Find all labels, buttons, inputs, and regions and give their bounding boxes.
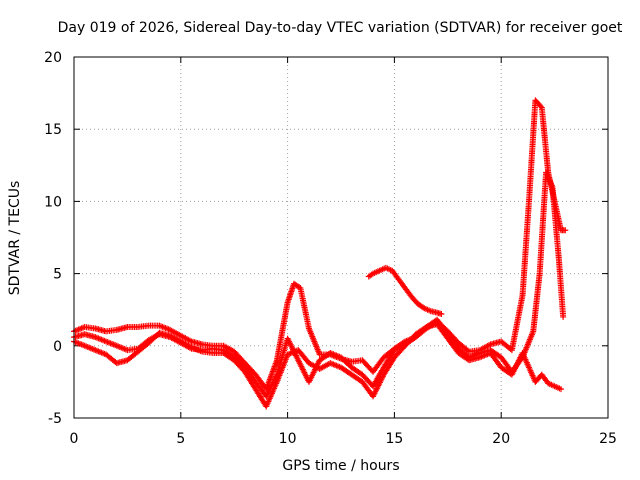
x-axis-label: GPS time / hours (282, 458, 399, 474)
data-point (537, 103, 544, 110)
data-point (422, 324, 429, 331)
tick-labels: 0 5 10 15 20 25 -5 0 5 10 15 20 (44, 50, 617, 447)
data-marks (71, 97, 569, 410)
data-point (562, 227, 569, 234)
x-tick-label: 25 (599, 431, 617, 447)
y-tick-label: 15 (44, 122, 62, 138)
chart-title: Day 019 of 2026, Sidereal Day-to-day VTE… (58, 20, 623, 36)
y-tick-label: 20 (44, 50, 62, 66)
x-tick-label: 15 (385, 431, 403, 447)
data-point (464, 347, 471, 354)
y-tick-label: 0 (53, 339, 62, 355)
data-point (560, 313, 567, 320)
x-tick-label: 10 (279, 431, 297, 447)
x-tick-label: 0 (70, 431, 79, 447)
data-point (558, 386, 565, 393)
y-tick-label: -5 (48, 411, 62, 427)
series-track-d (365, 264, 445, 318)
y-axis-label: SDTVAR / TECUs (7, 181, 23, 296)
grid (74, 57, 608, 418)
x-tick-label: 20 (492, 431, 510, 447)
y-tick-label: 5 (53, 267, 62, 283)
series-track-c (71, 321, 565, 410)
data-point (438, 311, 445, 318)
y-tick-label: 10 (44, 194, 62, 210)
plot-frame (73, 56, 609, 419)
series-track-b (71, 169, 567, 400)
x-tick-label: 5 (176, 431, 185, 447)
